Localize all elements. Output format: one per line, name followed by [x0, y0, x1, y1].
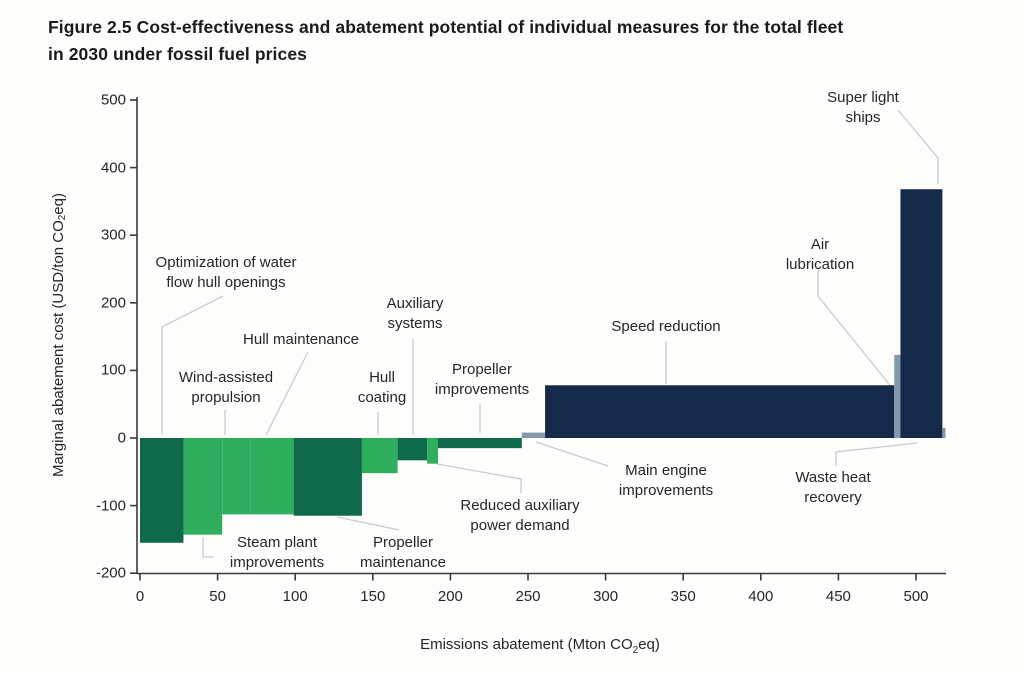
- bar-propimp: [437, 438, 522, 449]
- y-tick-label-100: 100: [100, 361, 126, 379]
- bar-steam: [183, 438, 223, 535]
- bar-hullmaint: [250, 438, 294, 515]
- y-axis-title-text: Marginal abatement cost (USD/ton CO: [50, 220, 67, 478]
- measure-label-propimp: Propeller improvements: [434, 361, 530, 398]
- y-tick-label-200: 200: [100, 294, 126, 312]
- x-axis-title-text: Emissions abatement (Mton CO: [420, 636, 633, 653]
- measure-label-steam: Steam plant improvements: [229, 534, 325, 571]
- x-tick-label-400: 400: [748, 587, 774, 605]
- measure-label-hullmaint: Hull maintenance: [243, 331, 359, 348]
- y-tick-label-500: 500: [100, 91, 126, 109]
- measure-label-redaux: Reduced auxiliary power demand: [460, 497, 580, 534]
- bar-opt: [140, 438, 184, 543]
- bar-hullcoat: [361, 438, 398, 474]
- measure-label-wind: Wind-assisted propulsion: [178, 369, 274, 406]
- y-tick-label-400: 400: [100, 159, 126, 177]
- figure-title: Figure 2.5 Cost-effectiveness and abatem…: [48, 14, 948, 68]
- x-tick-label-300: 300: [593, 587, 619, 605]
- bar-airlub: [894, 354, 901, 438]
- bar-mainengine: [521, 432, 546, 438]
- x-tick-label-350: 350: [670, 587, 696, 605]
- bar-redaux: [427, 438, 438, 464]
- bar-wasteheat: [942, 427, 946, 438]
- leader-line-superlight: [897, 109, 939, 184]
- y-tick-label--200: -200: [95, 564, 126, 582]
- measure-label-hullcoat: Hull coating: [357, 369, 407, 406]
- figure-title-line2: in 2030 under fossil fuel prices: [48, 44, 307, 64]
- bar-speed: [545, 385, 895, 438]
- leader-line-opt: [161, 295, 224, 435]
- leader-line-propmaint: [336, 516, 400, 531]
- x-tick-label-250: 250: [515, 587, 541, 605]
- x-tick-label-100: 100: [282, 587, 308, 605]
- y-tick-label-0: 0: [117, 429, 126, 447]
- measure-label-airlub: Air lubrication: [785, 236, 855, 273]
- x-tick-label-0: 0: [135, 587, 145, 605]
- figure-title-line1: Figure 2.5 Cost-effectiveness and abatem…: [48, 17, 844, 37]
- leader-line-wasteheat: [835, 442, 918, 466]
- x-tick-label-150: 150: [360, 587, 386, 605]
- x-tick-label-200: 200: [437, 587, 463, 605]
- x-tick-label-500: 500: [903, 587, 929, 605]
- x-axis-title: Emissions abatement (Mton CO2eq): [0, 636, 1024, 656]
- leader-line-redaux: [436, 463, 522, 493]
- leader-line-mainengine: [535, 441, 609, 467]
- measure-label-mainengine: Main engine improvements: [618, 462, 714, 499]
- x-axis-title-sub: 2: [632, 645, 639, 656]
- measure-label-aux: Auxiliary systems: [386, 295, 444, 332]
- measure-label-speed: Speed reduction: [611, 318, 721, 335]
- x-tick-label-450: 450: [825, 587, 851, 605]
- y-tick-label-300: 300: [100, 226, 126, 244]
- x-axis-title-post: eq): [638, 636, 660, 653]
- leader-line-hullmaint: [265, 351, 309, 436]
- y-tick-label--100: -100: [95, 497, 126, 515]
- bar-aux: [397, 438, 428, 461]
- measure-label-superlight: Super light ships: [827, 89, 899, 126]
- y-axis-title-post: eq): [50, 192, 67, 215]
- x-tick-label-50: 50: [209, 587, 226, 605]
- measure-label-opt: Optimization of water flow hull openings: [155, 254, 297, 291]
- bar-superlight: [900, 189, 943, 438]
- leader-line-airlub: [817, 268, 894, 390]
- measure-label-propmaint: Propeller maintenance: [360, 534, 446, 571]
- y-axis-title-sub: 2: [57, 214, 68, 221]
- leader-line-steam: [202, 537, 214, 558]
- y-axis-title: Marginal abatement cost (USD/ton CO2eq): [44, 95, 74, 575]
- bar-wind: [222, 438, 251, 515]
- bar-propmaint: [293, 438, 362, 516]
- measure-label-wasteheat: Waste heat recovery: [795, 469, 871, 506]
